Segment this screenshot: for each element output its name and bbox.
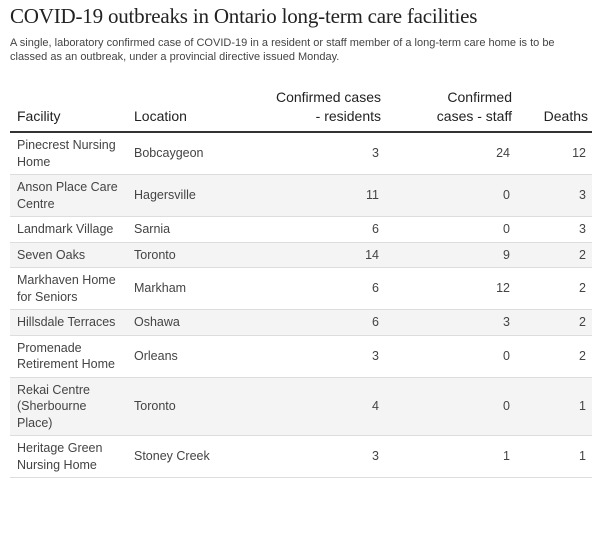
facility-cell: Seven Oaks [10,242,127,268]
residents-cases-cell: 6 [247,309,385,336]
residents-cases-cell: 6 [247,216,385,243]
table-row: Seven Oaks Toronto 14 9 2 [10,242,592,268]
staff-cases-cell: 1 [385,435,516,478]
table-row: Anson Place Care Centre Hagersville 11 0 3 [10,174,592,217]
outbreaks-table: Facility Location Confirmed cases - resid… [10,88,592,478]
facility-cell: Heritage Green Nursing Home [10,435,127,478]
residents-cases-cell: 3 [247,132,385,175]
table-row: Rekai Centre (Sherbourne Place) Toronto 4 0… [10,377,592,436]
facility-cell: Markhaven Home for Seniors [10,267,127,310]
residents-cases-cell: 14 [247,242,385,268]
facility-cell: Rekai Centre (Sherbourne Place) [10,377,127,436]
chart-title: COVID-19 outbreaks in Ontario long-term … [10,4,478,28]
deaths-cell: 1 [516,435,592,478]
residents-cases-cell: 3 [247,435,385,478]
deaths-cell: 3 [516,174,592,217]
location-cell: Stoney Creek [127,435,247,478]
location-cell: Orleans [127,335,247,378]
table-body: Pinecrest Nursing Home Bobcaygeon 3 24 12 Ans… [10,132,592,478]
table-row: Markhaven Home for Seniors Markham 6 12 2 [10,267,592,310]
deaths-cell: 2 [516,242,592,268]
deaths-cell: 12 [516,132,592,175]
location-cell: Markham [127,267,247,310]
facility-cell: Anson Place Care Centre [10,174,127,217]
facility-cell: Pinecrest Nursing Home [10,132,127,175]
staff-cases-cell: 0 [385,335,516,378]
residents-cases-cell: 6 [247,267,385,310]
table-row: Pinecrest Nursing Home Bobcaygeon 3 24 12 [10,132,592,175]
staff-cases-cell: 3 [385,309,516,336]
deaths-cell: 2 [516,335,592,378]
header-row: Facility Location Confirmed cases - resid… [10,88,592,133]
residents-cases-cell: 3 [247,335,385,378]
column-header-location: Location [127,88,247,133]
column-header-facility: Facility [10,88,127,133]
table-row: Heritage Green Nursing Home Stoney Creek 3… [10,435,592,478]
column-header-residents: Confirmed cases - residents [247,88,385,133]
location-cell: Hagersville [127,174,247,217]
location-cell: Toronto [127,242,247,268]
deaths-cell: 2 [516,267,592,310]
deaths-cell: 2 [516,309,592,336]
facility-cell: Promenade Retirement Home [10,335,127,378]
table-row: Promenade Retirement Home Orleans 3 0 2 [10,335,592,378]
page: COVID-19 outbreaks in Ontario long-term … [0,3,600,478]
location-cell: Toronto [127,377,247,436]
location-cell: Bobcaygeon [127,132,247,175]
column-header-staff: Confirmed cases - staff [385,88,516,133]
facility-cell: Landmark Village [10,216,127,243]
facility-cell: Hillsdale Terraces [10,309,127,336]
residents-cases-cell: 11 [247,174,385,217]
residents-cases-cell: 4 [247,377,385,436]
column-header-deaths: Deaths [516,88,592,133]
location-cell: Oshawa [127,309,247,336]
staff-cases-cell: 0 [385,174,516,217]
staff-cases-cell: 0 [385,216,516,243]
chart-subtitle: A single, laboratory confirmed case of C… [10,37,555,63]
deaths-cell: 3 [516,216,592,243]
staff-cases-cell: 9 [385,242,516,268]
deaths-cell: 1 [516,377,592,436]
staff-cases-cell: 0 [385,377,516,436]
table-row: Hillsdale Terraces Oshawa 6 3 2 [10,309,592,336]
staff-cases-cell: 24 [385,132,516,175]
table-row: Landmark Village Sarnia 6 0 3 [10,216,592,243]
staff-cases-cell: 12 [385,267,516,310]
location-cell: Sarnia [127,216,247,243]
